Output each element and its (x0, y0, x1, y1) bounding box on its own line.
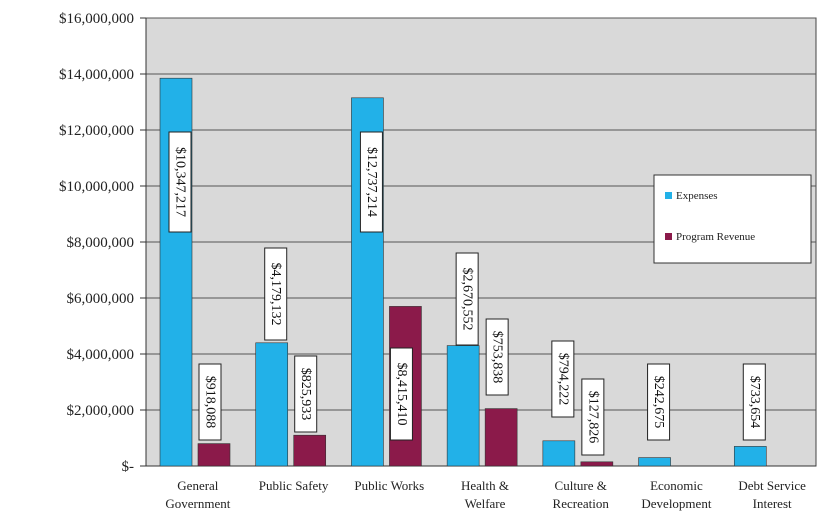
expenses-data-label-text: $794,222 (555, 353, 570, 406)
y-tick-label: $8,000,000 (67, 235, 135, 251)
expenses-data-label-box (359, 131, 383, 233)
category-label: General (177, 478, 219, 493)
category-label: Public Works (354, 478, 424, 493)
expenses-data-label-text: $12,737,214 (364, 147, 379, 217)
program-revenue-data-label-box (485, 318, 509, 396)
expenses-bar (733, 446, 767, 467)
program-revenue-data-label-box (389, 347, 413, 441)
category-label: Health & (461, 478, 509, 493)
category-label: Welfare (465, 496, 506, 511)
category-label: Debt Service (738, 478, 806, 493)
expenses-data-label: $733,654 (742, 363, 766, 441)
y-axis: $- $2,000,000 $4,000,000 $6,000,000 $8,000,0… (59, 11, 816, 475)
program-revenue-data-label-box (294, 355, 318, 433)
y-tick-label: $16,000,000 (59, 11, 134, 27)
expenses-data-label-text: $4,179,132 (268, 263, 283, 326)
program-revenue-bar (484, 408, 518, 467)
program-revenue-data-label: $918,088 (198, 363, 222, 441)
expenses-bar (638, 457, 671, 467)
program-revenue-bar (197, 443, 231, 467)
category-label: Interest (753, 496, 792, 511)
expenses-data-label-box (455, 252, 479, 346)
expenses-bar (446, 345, 480, 467)
legend-swatch-expenses (665, 192, 672, 199)
expenses-data-label-box (647, 363, 671, 441)
legend-label-program-revenue: Program Revenue (676, 231, 755, 243)
program-revenue-data-label: $753,838 (485, 318, 509, 396)
program-revenue-data-label-text: $918,088 (203, 376, 218, 429)
expenses-data-label: $242,675 (647, 363, 671, 441)
program-revenue-data-label-box (581, 378, 605, 456)
program-revenue-data-label: $127,826 (581, 378, 605, 456)
x-axis: General Government Public Safety Public Wor… (165, 478, 806, 511)
category-label: Government (165, 496, 230, 511)
expenses-data-label: $4,179,132 (264, 247, 288, 341)
program-revenue-data-label-box (198, 363, 222, 441)
program-revenue-bar (580, 461, 614, 467)
legend: Expenses Program Revenue (653, 174, 812, 264)
expenses-data-label: $2,670,552 (455, 252, 479, 346)
program-revenue-bar (293, 434, 327, 467)
category-label: Development (641, 496, 711, 511)
program-revenue-data-label-text: $753,838 (490, 331, 505, 384)
program-revenue-data-label: $825,933 (294, 355, 318, 433)
program-revenue-data-label: $8,415,410 (389, 347, 413, 441)
legend-box (653, 174, 812, 264)
expenses-data-label: $10,347,217 (168, 131, 192, 233)
category-label: Public Safety (259, 478, 329, 493)
expenses-data-label-box (742, 363, 766, 441)
y-tick-label: $12,000,000 (59, 123, 134, 139)
expenses-data-label-text: $10,347,217 (173, 147, 188, 217)
expenses-data-label-text: $733,654 (747, 376, 762, 429)
expenses-data-label-text: $2,670,552 (460, 268, 475, 331)
y-tick-label: $- (122, 459, 135, 475)
y-tick-label: $14,000,000 (59, 67, 134, 83)
legend-swatch-program-revenue (665, 233, 672, 240)
data-labels: $10,347,217 $918,088 $4,179,132 $825,933 $12… (168, 131, 766, 456)
category-label: Recreation (553, 496, 610, 511)
expenses-data-label: $794,222 (551, 340, 575, 418)
y-tick-label: $10,000,000 (59, 179, 134, 195)
program-revenue-data-label-text: $825,933 (298, 368, 313, 421)
expenses-bar (255, 342, 289, 467)
expenses-data-label: $12,737,214 (359, 131, 383, 233)
y-tick-label: $6,000,000 (67, 291, 135, 307)
y-tick-label: $4,000,000 (67, 347, 135, 363)
expenses-data-label-box (168, 131, 192, 233)
program-revenue-data-label-text: $127,826 (585, 391, 600, 444)
expenses-data-label-box (264, 247, 288, 341)
y-tick-label: $2,000,000 (67, 403, 135, 419)
legend-label-expenses: Expenses (676, 190, 718, 202)
category-label: Culture & (555, 478, 607, 493)
expenses-data-label-box (551, 340, 575, 418)
expenses-bar (542, 440, 576, 467)
category-label: Economic (650, 478, 703, 493)
program-revenue-data-label-text: $8,415,410 (394, 363, 409, 426)
expenses-data-label-text: $242,675 (651, 376, 666, 429)
